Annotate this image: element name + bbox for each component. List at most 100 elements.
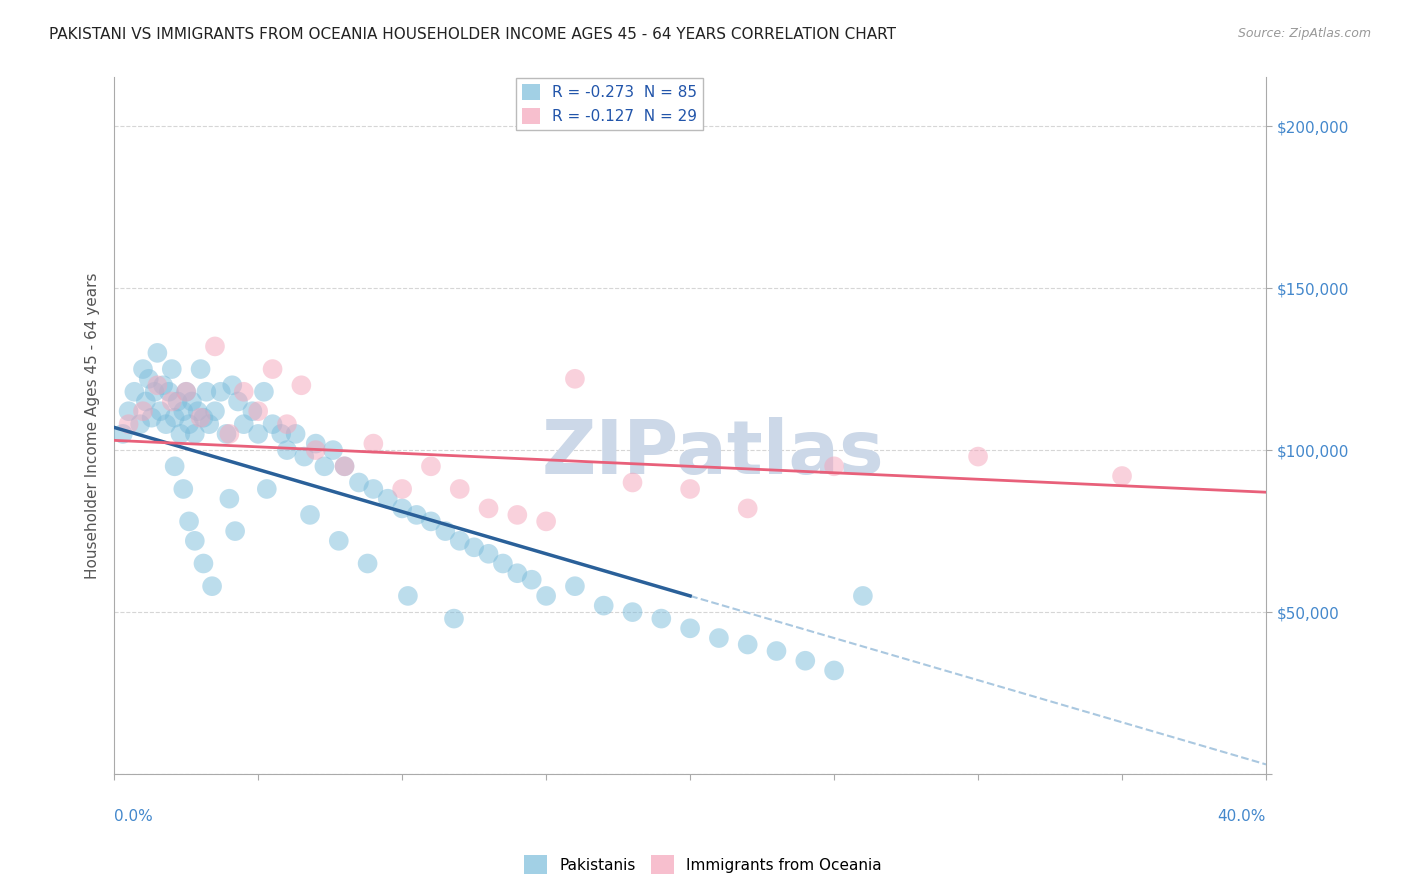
Point: [149, 404, 172, 418]
Point: [506, 566, 529, 581]
Point: [224, 524, 246, 538]
Point: [181, 394, 204, 409]
Point: [163, 459, 186, 474]
Point: [292, 450, 315, 464]
Text: Source: ZipAtlas.com: Source: ZipAtlas.com: [1237, 27, 1371, 40]
Point: [174, 384, 197, 399]
Point: [172, 482, 194, 496]
Point: [333, 459, 356, 474]
Point: [226, 394, 249, 409]
Point: [276, 443, 298, 458]
Point: [155, 417, 177, 432]
Point: [314, 459, 336, 474]
Point: [707, 631, 730, 645]
Point: [204, 404, 226, 418]
Point: [405, 508, 427, 522]
Point: [396, 589, 419, 603]
Point: [209, 384, 232, 399]
Point: [823, 664, 845, 678]
Point: [328, 533, 350, 548]
Point: [290, 378, 312, 392]
Point: [506, 508, 529, 522]
Point: [190, 362, 212, 376]
Point: [190, 410, 212, 425]
Point: [356, 557, 378, 571]
Point: [184, 426, 207, 441]
Point: [420, 515, 443, 529]
Point: [852, 589, 875, 603]
Point: [520, 573, 543, 587]
Point: [270, 426, 292, 441]
Point: [152, 378, 174, 392]
Point: [621, 475, 644, 490]
Point: [160, 362, 183, 376]
Point: [132, 404, 155, 418]
Text: ZIPatlas: ZIPatlas: [541, 417, 884, 491]
Point: [146, 378, 169, 392]
Point: [218, 491, 240, 506]
Point: [284, 426, 307, 441]
Point: [1111, 469, 1133, 483]
Point: [794, 654, 817, 668]
Point: [169, 426, 191, 441]
Point: [163, 410, 186, 425]
Point: [823, 459, 845, 474]
Point: [215, 426, 238, 441]
Point: [449, 482, 471, 496]
Point: [443, 611, 465, 625]
Point: [262, 417, 284, 432]
Point: [204, 339, 226, 353]
Point: [177, 417, 200, 432]
Point: [143, 384, 166, 399]
Point: [765, 644, 787, 658]
Point: [187, 404, 209, 418]
Point: [172, 404, 194, 418]
Legend: R = -0.273  N = 85, R = -0.127  N = 29: R = -0.273 N = 85, R = -0.127 N = 29: [516, 78, 703, 130]
Point: [298, 508, 321, 522]
Point: [737, 638, 759, 652]
Point: [138, 372, 160, 386]
Point: [262, 362, 284, 376]
Point: [650, 611, 672, 625]
Point: [157, 384, 180, 399]
Point: [333, 459, 356, 474]
Point: [195, 384, 218, 399]
Point: [322, 443, 344, 458]
Point: [132, 362, 155, 376]
Point: [347, 475, 370, 490]
Point: [221, 378, 243, 392]
Point: [247, 426, 270, 441]
Point: [135, 394, 157, 409]
Point: [218, 426, 240, 441]
Point: [177, 515, 200, 529]
Point: [193, 557, 215, 571]
Point: [160, 394, 183, 409]
Point: [166, 394, 188, 409]
Point: [477, 547, 499, 561]
Point: [363, 482, 385, 496]
Point: [129, 417, 152, 432]
Point: [679, 482, 702, 496]
Point: [242, 404, 264, 418]
Text: 40.0%: 40.0%: [1218, 809, 1265, 824]
Point: [564, 579, 586, 593]
Point: [679, 621, 702, 635]
Point: [564, 372, 586, 386]
Point: [621, 605, 644, 619]
Point: [256, 482, 278, 496]
Point: [247, 404, 270, 418]
Point: [420, 459, 443, 474]
Point: [534, 589, 557, 603]
Point: [232, 417, 254, 432]
Point: [253, 384, 276, 399]
Point: [146, 346, 169, 360]
Point: [184, 533, 207, 548]
Point: [737, 501, 759, 516]
Point: [391, 501, 413, 516]
Legend: Pakistanis, Immigrants from Oceania: Pakistanis, Immigrants from Oceania: [519, 849, 887, 880]
Y-axis label: Householder Income Ages 45 - 64 years: Householder Income Ages 45 - 64 years: [86, 273, 100, 579]
Point: [363, 436, 385, 450]
Point: [174, 384, 197, 399]
Point: [111, 426, 134, 441]
Text: 0.0%: 0.0%: [114, 809, 153, 824]
